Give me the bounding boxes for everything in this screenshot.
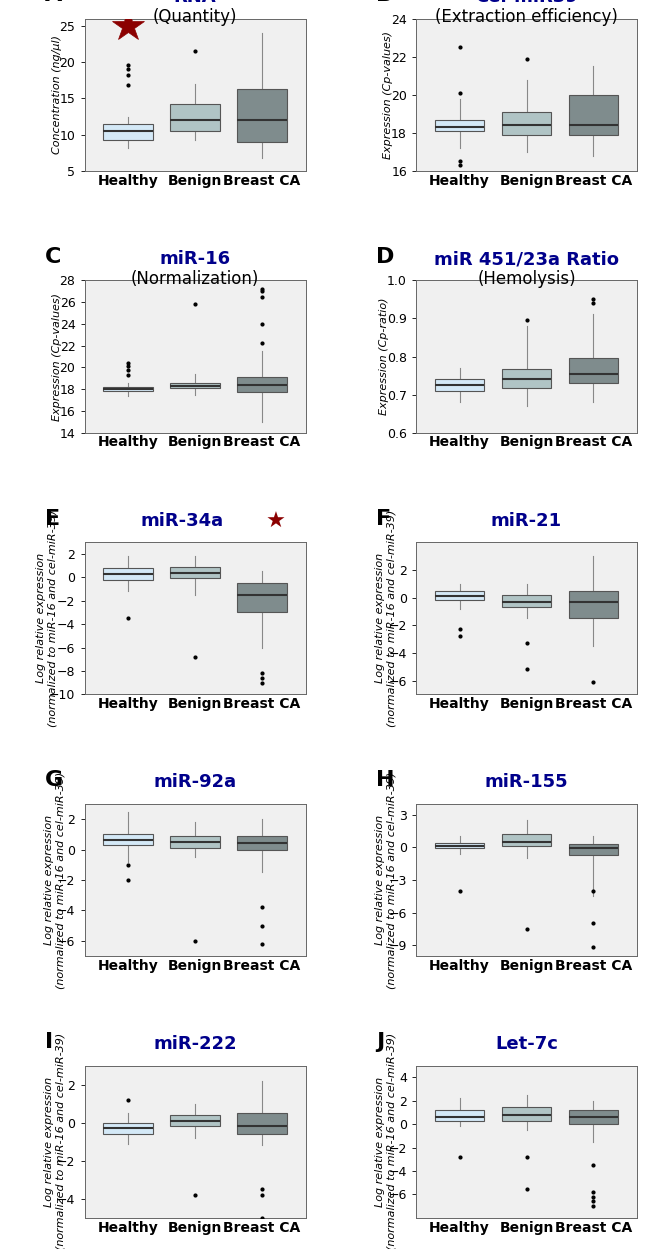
FancyBboxPatch shape (502, 595, 551, 607)
Y-axis label: Log relative expression
(normalized to miR-16 and cel-miR-39): Log relative expression (normalized to m… (44, 1033, 65, 1249)
Text: D: D (376, 247, 395, 267)
Y-axis label: Expression (Cp-values): Expression (Cp-values) (384, 31, 393, 159)
FancyBboxPatch shape (435, 591, 484, 601)
Y-axis label: Concentration (ng/µl): Concentration (ng/µl) (52, 35, 62, 155)
Y-axis label: Expression (Cp-ratio): Expression (Cp-ratio) (379, 297, 389, 415)
Text: Let-7c: Let-7c (495, 1035, 558, 1053)
FancyBboxPatch shape (103, 834, 153, 846)
FancyBboxPatch shape (103, 124, 153, 140)
Text: ★: ★ (266, 512, 286, 532)
Text: miR-222: miR-222 (153, 1035, 237, 1053)
Y-axis label: Log relative expression
(normalized to miR-16 and cel-miR-39): Log relative expression (normalized to m… (375, 1033, 396, 1249)
FancyBboxPatch shape (569, 95, 618, 135)
Text: C: C (45, 247, 61, 267)
FancyBboxPatch shape (170, 382, 220, 388)
Text: miR 451/23a Ratio: miR 451/23a Ratio (434, 250, 619, 269)
FancyBboxPatch shape (435, 1110, 484, 1120)
Text: A: A (45, 0, 62, 5)
Y-axis label: Log relative expression
(normalized to miR-16 and cel-miR-39): Log relative expression (normalized to m… (375, 772, 396, 989)
Text: G: G (45, 771, 63, 791)
FancyBboxPatch shape (502, 368, 551, 387)
FancyBboxPatch shape (237, 1113, 287, 1134)
FancyBboxPatch shape (435, 380, 484, 391)
Text: miR-34a: miR-34a (140, 512, 224, 530)
Text: (Hemolysis): (Hemolysis) (477, 270, 576, 287)
FancyBboxPatch shape (237, 583, 287, 612)
Text: F: F (376, 508, 391, 528)
FancyBboxPatch shape (435, 120, 484, 131)
Y-axis label: Log relative expression
(normalized to miR-16 and cel-miR-39): Log relative expression (normalized to m… (44, 772, 65, 989)
Text: miR-92a: miR-92a (153, 773, 237, 792)
Text: B: B (376, 0, 393, 5)
Text: Cel-miR39: Cel-miR39 (475, 0, 578, 6)
FancyBboxPatch shape (170, 836, 220, 848)
Text: (Normalization): (Normalization) (131, 270, 259, 287)
FancyBboxPatch shape (103, 1123, 153, 1134)
FancyBboxPatch shape (569, 591, 618, 618)
Text: miR-155: miR-155 (485, 773, 568, 792)
FancyBboxPatch shape (569, 844, 618, 856)
Text: I: I (45, 1032, 53, 1052)
Text: miR-16: miR-16 (159, 250, 231, 269)
Y-axis label: Log relative expression
(normalized to miR-16 and cel-miR-39): Log relative expression (normalized to m… (375, 510, 396, 727)
FancyBboxPatch shape (502, 834, 551, 847)
Text: (Quantity): (Quantity) (153, 7, 237, 26)
FancyBboxPatch shape (103, 387, 153, 391)
FancyBboxPatch shape (170, 567, 220, 578)
Text: E: E (45, 508, 60, 528)
FancyBboxPatch shape (237, 836, 287, 849)
Y-axis label: Log relative expression
(normalized to miR-16 and cel-miR-39): Log relative expression (normalized to m… (36, 510, 57, 727)
FancyBboxPatch shape (170, 1115, 220, 1127)
FancyBboxPatch shape (170, 104, 220, 131)
Text: H: H (376, 771, 395, 791)
FancyBboxPatch shape (237, 89, 287, 142)
FancyBboxPatch shape (569, 1110, 618, 1124)
FancyBboxPatch shape (502, 112, 551, 135)
Text: RNA: RNA (174, 0, 216, 6)
Text: (Extraction efficiency): (Extraction efficiency) (435, 7, 618, 26)
FancyBboxPatch shape (435, 843, 484, 848)
FancyBboxPatch shape (569, 358, 618, 383)
FancyBboxPatch shape (237, 377, 287, 392)
Text: J: J (376, 1032, 384, 1052)
FancyBboxPatch shape (103, 568, 153, 580)
Text: miR-21: miR-21 (491, 512, 562, 530)
FancyBboxPatch shape (502, 1107, 551, 1120)
Y-axis label: Expression (Cp-values): Expression (Cp-values) (52, 292, 62, 421)
